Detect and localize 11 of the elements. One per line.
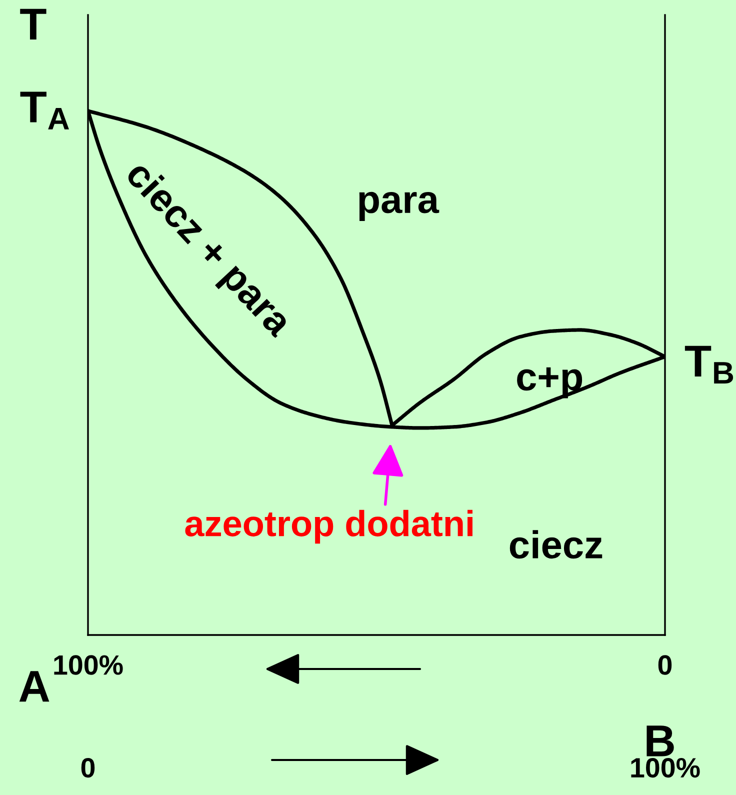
y-axis-title: T (20, 8, 46, 40)
x2-axis-title: A (19, 671, 50, 702)
x2-tick-label: 100% (54, 655, 123, 675)
x-axis-title: B (646, 726, 674, 756)
x2-tick-label: 0 (658, 655, 672, 675)
annotation: T$_{B}$ (684, 346, 734, 384)
annotation: ciecz (510, 530, 602, 559)
annotation: azeotrop dodatni (185, 510, 472, 544)
annotation: para (359, 192, 440, 221)
annotation: c+p (517, 367, 582, 398)
annotation: T$_{A}$ (20, 92, 69, 130)
